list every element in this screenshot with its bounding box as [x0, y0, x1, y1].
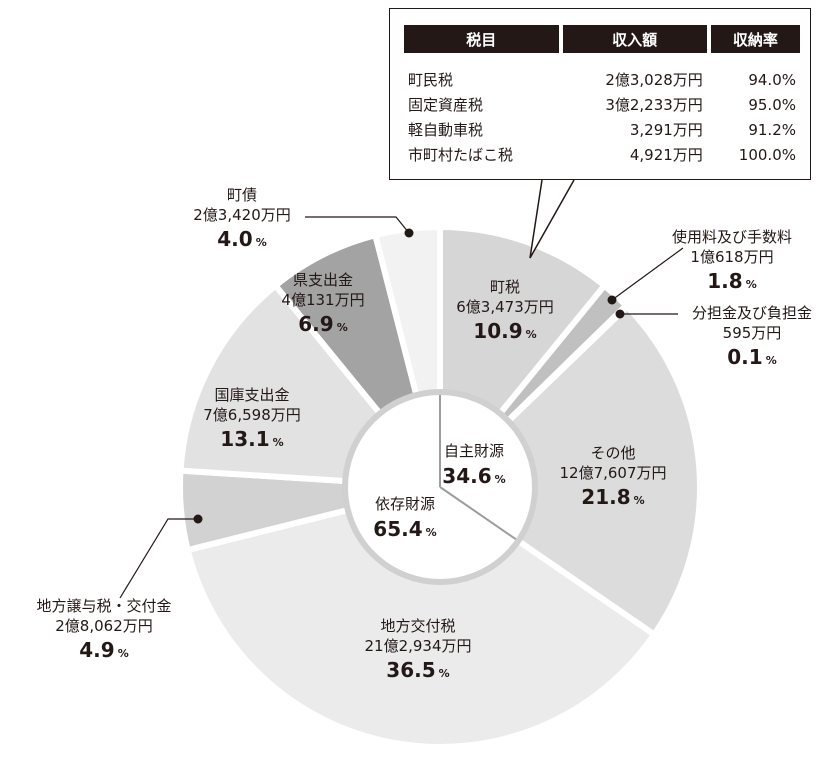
table-cell: 町民税 [408, 71, 454, 89]
table-header-row: 税目 収入額 収納率 [404, 25, 800, 53]
slice-label-name: 町債 [227, 186, 257, 204]
table-row: 町民税 2億3,028万円 94.0% [404, 53, 800, 92]
slice-label-amount: 4億131万円 [281, 291, 364, 309]
slice-3 [437, 303, 703, 638]
slice-label-amount: 12億7,607万円 [559, 464, 666, 482]
slice-label-amount: 2億3,420万円 [193, 206, 291, 224]
table-header-cell: 税目 [404, 25, 559, 53]
leader-line-machi-sai-dot [404, 228, 414, 238]
table-cell: 100.0% [738, 145, 796, 164]
tax-table: 税目 収入額 収納率 町民税 2億3,028万円 94.0% 固定資産税 3億2… [400, 25, 804, 167]
table-header-cell: 収納率 [710, 25, 800, 53]
table-cell: 95.0% [748, 95, 796, 114]
table-cell: 4,921万円 [629, 146, 703, 164]
tax-table-box: 税目 収入額 収納率 町民税 2億3,028万円 94.0% 固定資産税 3億2… [389, 8, 811, 180]
slice-label-name: 町税 [490, 278, 520, 296]
slice-label-amount: 6億3,473万円 [456, 298, 554, 316]
leader-line-shiyoryo [611, 247, 684, 301]
leader-line-joyozei [119, 518, 198, 599]
table-row: 軽自動車税 3,291万円 91.2% [404, 117, 800, 142]
slice-label-amount: 2億8,062万円 [55, 617, 153, 635]
slice-label-amount: 21億2,934万円 [364, 637, 471, 655]
slice-label-name: 県支出金 [293, 271, 353, 289]
table-cell: 94.0% [748, 70, 796, 89]
table-cell: 3,291万円 [629, 121, 703, 139]
leader-line-joyozei-dot [193, 514, 203, 524]
table-cell: 軽自動車税 [408, 121, 484, 139]
leader-line-machi-sai [305, 216, 410, 234]
slice-4 [184, 484, 658, 750]
table-cell: 市町村たばこ税 [408, 146, 514, 164]
table-cell: 2億3,028万円 [605, 71, 703, 89]
table-row: 固定資産税 3億2,233万円 95.0% [404, 92, 800, 117]
slice-label-name: 地方交付税 [380, 617, 455, 635]
slice-label-name: 使用料及び手数料 [672, 228, 792, 246]
slice-label-amount: 595万円 [723, 324, 782, 342]
inner-label-name: 自主財源 [444, 442, 504, 460]
slice-label-amount: 1億618万円 [690, 248, 773, 266]
slice-label-name: 国庫支出金 [214, 386, 289, 404]
slice-label-percent: 0.1% [727, 345, 776, 369]
callout-pointer [529, 179, 575, 259]
table-cell: 固定資産税 [408, 96, 484, 114]
table-cell: 3億2,233万円 [605, 96, 703, 114]
slice-label-percent: 1.8% [707, 269, 756, 293]
slice-label-name: 分担金及び負担金 [692, 304, 812, 322]
inner-divider [439, 486, 517, 541]
leader-line-shiyoryo-dot [607, 295, 617, 305]
table-cell: 91.2% [748, 120, 796, 139]
slice-label-name: その他 [590, 444, 635, 462]
table-header-cell: 収入額 [562, 25, 707, 53]
leader-line-buntankin-dot [615, 309, 625, 319]
slice-label-percent: 4.9% [79, 638, 128, 662]
slice-label-name: 地方譲与税・交付金 [36, 597, 171, 615]
slice-label-percent: 4.0% [217, 227, 266, 251]
inner-label-name: 依存財源 [375, 495, 435, 513]
slice-label-amount: 7億6,598万円 [203, 406, 301, 424]
table-row: 市町村たばこ税 4,921万円 100.0% [404, 142, 800, 167]
